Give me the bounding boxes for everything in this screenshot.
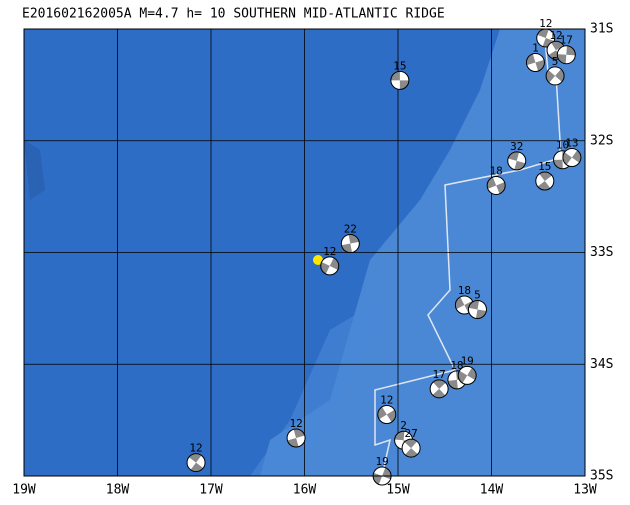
focal-mechanism xyxy=(401,438,421,458)
x-tick-label: 13W xyxy=(573,483,597,498)
compressional-quadrant xyxy=(404,439,418,458)
compressional-quadrant xyxy=(508,151,526,170)
depth-label: 27 xyxy=(404,427,417,440)
x-tick-label: 16W xyxy=(293,483,317,498)
beachball-outline xyxy=(186,453,206,473)
depth-label: 18 xyxy=(450,359,463,372)
depth-label: 12 xyxy=(549,29,562,42)
beachball-outline xyxy=(486,175,506,195)
y-tick-label: 31S xyxy=(590,22,613,37)
compressional-quadrant xyxy=(487,177,506,194)
beachball-outline xyxy=(556,45,576,65)
beachball-outline xyxy=(457,365,477,385)
focal-mechanism xyxy=(320,256,340,276)
y-tick-label: 34S xyxy=(590,357,613,372)
x-tick-label: 18W xyxy=(106,483,130,498)
compressional-quadrant xyxy=(537,28,555,47)
depth-label: 17 xyxy=(560,34,573,47)
depth-label: 5 xyxy=(552,55,559,68)
compressional-quadrant xyxy=(287,429,305,448)
y-tick-label: 32S xyxy=(590,133,613,148)
focal-mechanism xyxy=(457,365,477,385)
beachball-outline xyxy=(429,379,449,399)
y-tick-label: 35S xyxy=(590,469,613,484)
compressional-quadrant xyxy=(557,45,576,64)
beachball-outline xyxy=(377,405,397,425)
compressional-quadrant xyxy=(562,150,581,165)
compressional-quadrant xyxy=(341,234,360,253)
depth-label: 12 xyxy=(380,394,393,407)
x-tick-label: 15W xyxy=(386,483,410,498)
depth-label: 12 xyxy=(539,17,552,30)
focal-mechanism xyxy=(286,428,306,448)
compressional-quadrant xyxy=(188,453,204,472)
beachball-outline xyxy=(507,151,527,171)
depth-label: 15 xyxy=(538,160,551,173)
beachball-outline xyxy=(320,256,340,276)
compressional-quadrant xyxy=(537,171,552,190)
focal-mechanism xyxy=(390,70,410,90)
depth-label: 12 xyxy=(323,245,336,258)
focal-mechanism xyxy=(556,45,576,65)
compressional-quadrant xyxy=(432,379,446,398)
depth-label: 19 xyxy=(375,455,388,468)
compressional-quadrant xyxy=(390,71,409,90)
beachball-outline xyxy=(525,53,545,73)
beachball-outline xyxy=(562,148,582,168)
map-title: E201602162005A M=4.7 h= 10 SOUTHERN MID-… xyxy=(22,7,445,22)
compressional-quadrant xyxy=(320,257,339,274)
compressional-quadrant xyxy=(526,53,545,72)
depth-label: 15 xyxy=(393,59,406,72)
epicenter xyxy=(313,255,323,265)
depth-label: 18 xyxy=(490,164,503,177)
y-tick-label: 33S xyxy=(590,245,613,260)
compressional-quadrant xyxy=(377,406,396,423)
x-tick-label: 14W xyxy=(480,483,504,498)
focal-mechanism xyxy=(545,66,565,86)
depth-label: 12 xyxy=(289,417,302,430)
focal-mechanism xyxy=(340,234,360,254)
compressional-quadrant xyxy=(468,300,487,319)
focal-mechanism xyxy=(507,151,527,171)
focal-mechanism xyxy=(486,175,506,195)
depth-label: 1 xyxy=(532,42,539,55)
depth-label: 32 xyxy=(510,140,523,153)
depth-label: 5 xyxy=(474,288,481,301)
compressional-quadrant xyxy=(548,41,564,60)
beachball-outline xyxy=(286,428,306,448)
depth-label: 10 xyxy=(556,139,569,152)
beachball-outline xyxy=(401,438,421,458)
compressional-quadrant xyxy=(546,69,565,83)
beachball-outline xyxy=(340,234,360,254)
depth-label: 17 xyxy=(433,368,446,381)
beachball-outline xyxy=(390,70,410,90)
focal-mechanism xyxy=(536,28,556,48)
beachball-outline xyxy=(535,171,555,191)
focal-mechanism xyxy=(377,405,397,425)
compressional-quadrant xyxy=(458,367,477,384)
ridge-axis xyxy=(374,39,561,477)
depth-label: 18 xyxy=(458,284,471,297)
depth-label: 2 xyxy=(400,419,407,432)
x-tick-label: 17W xyxy=(199,483,223,498)
focal-mechanism xyxy=(562,148,582,168)
focal-mechanism xyxy=(535,171,555,191)
focal-mechanism xyxy=(467,299,487,319)
focal-mechanism xyxy=(429,379,449,399)
beachball-outline xyxy=(467,299,487,319)
x-tick-label: 19W xyxy=(12,483,36,498)
focal-mechanism xyxy=(525,53,545,73)
depth-label: 13 xyxy=(565,137,578,150)
focal-mechanism xyxy=(186,453,206,473)
beachball-outline xyxy=(545,66,565,86)
depth-label: 19 xyxy=(461,354,474,367)
depth-label: 12 xyxy=(189,442,202,455)
frame xyxy=(23,28,586,477)
depth-label: 22 xyxy=(344,223,357,236)
